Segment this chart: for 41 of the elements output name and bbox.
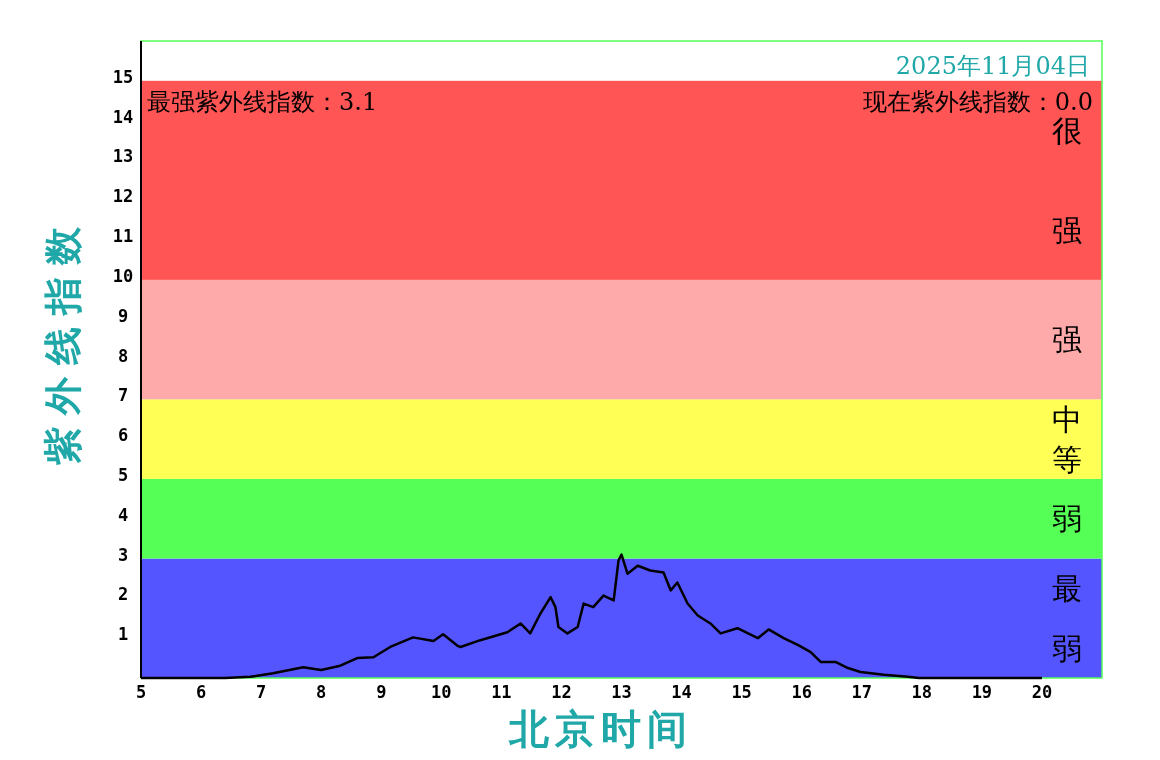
y-tick-label: 3	[117, 544, 129, 565]
x-tick-label: 12	[551, 682, 572, 702]
y-tick-label: 9	[117, 305, 129, 326]
y-tick-label: 12	[112, 186, 134, 207]
y-tick-label: 6	[117, 425, 129, 446]
x-tick-label: 11	[491, 682, 512, 702]
y-tick-label: 11	[112, 226, 134, 247]
x-tick-label: 16	[791, 682, 812, 702]
x-tick-label: 5	[135, 682, 147, 702]
band-label: 最弱	[1052, 570, 1082, 666]
y-axis-title: 紫外线指数	[40, 214, 85, 466]
x-tick-label: 14	[671, 682, 692, 702]
x-tick-label: 20	[1031, 682, 1053, 702]
y-tick-label: 1	[117, 624, 129, 645]
x-tick-label: 7	[256, 682, 267, 702]
band-label: 弱	[1052, 501, 1082, 537]
y-tick-label: 2	[117, 584, 129, 605]
x-tick-label: 8	[316, 682, 327, 702]
x-tick-label: 9	[376, 682, 387, 702]
x-axis-title: 北京时间	[508, 705, 694, 752]
annotation: 最强紫外线指数：3.1	[147, 88, 378, 116]
x-tick-label: 18	[911, 682, 933, 702]
y-tick-label: 8	[117, 345, 129, 366]
x-tick-label: 13	[611, 682, 632, 702]
x-tick-label: 10	[431, 682, 452, 702]
annotation: 现在紫外线指数：0.0	[862, 88, 1093, 116]
x-tick-label: 19	[971, 682, 993, 702]
x-tick-label: 15	[731, 682, 752, 702]
band-label: 中等	[1052, 401, 1082, 477]
text: 很强	[1052, 113, 1082, 248]
y-tick-label: 13	[112, 146, 134, 167]
y-tick-label: 7	[117, 385, 129, 406]
y-tick-label: 15	[112, 66, 134, 87]
x-tick-label: 17	[851, 682, 872, 702]
y-tick-label: 5	[117, 464, 129, 485]
x-tick-label: 6	[195, 682, 207, 702]
y-tick-label: 4	[117, 504, 129, 525]
annotation: 2025年11月04日	[895, 52, 1090, 80]
band-label: 强	[1052, 322, 1082, 358]
y-tick-label: 10	[112, 265, 134, 286]
y-tick-label: 14	[112, 106, 134, 127]
